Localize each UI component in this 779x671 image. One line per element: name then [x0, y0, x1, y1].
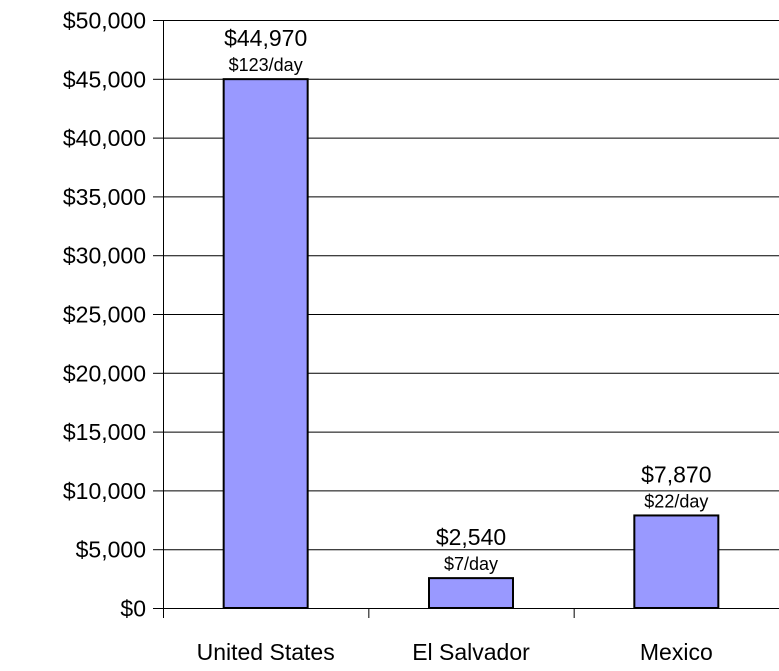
y-tick-label: $15,000	[63, 419, 146, 445]
y-tick-label: $35,000	[63, 184, 146, 210]
y-tick-label: $45,000	[63, 66, 146, 92]
x-tick-label: El Salvador	[412, 639, 530, 665]
x-tick-label: Mexico	[640, 639, 713, 665]
y-tick-label: $20,000	[63, 360, 146, 386]
y-tick-label: $50,000	[63, 8, 146, 34]
per-day-label: $7/day	[444, 554, 498, 574]
per-day-label: $123/day	[229, 55, 303, 75]
y-axis-ticks: $0 $5,000 $10,000 $15,000 $20,000 $25,000 $30,…	[63, 8, 163, 622]
bar-united-states	[224, 79, 308, 608]
bar-el-salvador	[429, 578, 513, 608]
y-tick-label: $0	[120, 596, 146, 622]
y-tick-label: $10,000	[63, 478, 146, 504]
per-day-label: $22/day	[644, 491, 708, 511]
bar-mexico	[634, 515, 718, 608]
y-tick-label: $5,000	[76, 537, 146, 563]
value-label: $7,870	[641, 461, 711, 487]
y-tick-label: $25,000	[63, 302, 146, 328]
value-label: $44,970	[224, 25, 307, 51]
x-tick-label: United States	[197, 639, 335, 665]
value-label: $2,540	[436, 524, 506, 550]
y-tick-label: $30,000	[63, 243, 146, 269]
y-tick-label: $40,000	[63, 125, 146, 151]
x-axis-ticks: United States El Salvador Mexico	[164, 608, 779, 665]
